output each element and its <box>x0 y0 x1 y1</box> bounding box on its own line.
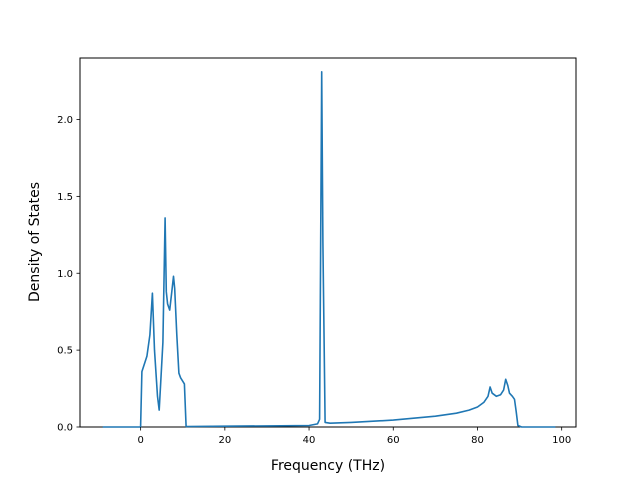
y-tick-label: 2.0 <box>57 115 73 126</box>
x-axis-label: Frequency (THz) <box>271 458 385 474</box>
series-line <box>102 71 556 428</box>
x-tick-label: 20 <box>218 435 231 446</box>
x-axis: 0 20 40 60 80 100 <box>137 427 571 446</box>
x-tick-label: 0 <box>137 435 143 446</box>
y-tick-label: 0.0 <box>57 423 73 434</box>
x-tick-label: 100 <box>552 435 571 446</box>
y-tick-label: 0.5 <box>57 346 73 357</box>
y-axis: 0.0 0.5 1.0 1.5 2.0 <box>57 115 80 434</box>
y-axis-label: Density of States <box>27 182 43 302</box>
x-tick-label: 80 <box>471 435 484 446</box>
x-tick-label: 40 <box>303 435 316 446</box>
y-tick-label: 1.0 <box>57 269 73 280</box>
plot-area <box>79 57 577 428</box>
y-tick-label: 1.5 <box>57 192 73 203</box>
x-tick-label: 60 <box>387 435 400 446</box>
